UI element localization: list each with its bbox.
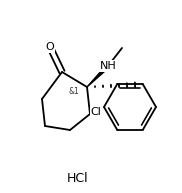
Text: NH: NH	[100, 61, 116, 71]
Polygon shape	[87, 65, 109, 87]
Text: &1: &1	[69, 86, 79, 96]
Text: HCl: HCl	[67, 172, 89, 185]
Text: O: O	[46, 42, 54, 52]
Text: Cl: Cl	[91, 107, 101, 117]
